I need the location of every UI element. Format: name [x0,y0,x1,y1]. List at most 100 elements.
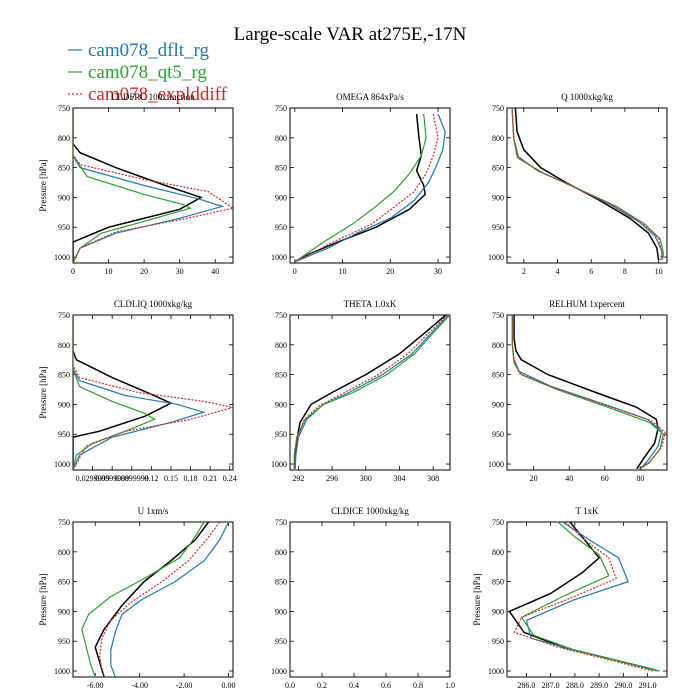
panel: Q 1000xkg/kg 750 800 850 900 950 1000 2 4 6 8 10 [488,92,668,276]
y-tick-label: 1000 [54,460,70,469]
y-tick-label: 750 [58,311,70,320]
x-tick-label: 0.00 [222,681,236,690]
y-tick-label: 1000 [488,460,504,469]
series-line-red [513,522,653,672]
y-tick-label: 800 [275,341,287,350]
x-tick-label: 0.4 [349,681,359,690]
y-tick-label: 800 [58,548,70,557]
y-tick-label: 850 [492,164,504,173]
series-line-blue [525,522,660,672]
x-tick-label: 60 [601,474,609,483]
series-line-blue [294,113,446,263]
y-tick-label: 750 [492,518,504,527]
x-tick-label: 300 [360,474,372,483]
y-tick-label: 900 [275,400,287,409]
panel-title: CLDFRC 100xfraction [111,92,195,102]
panel-title: U 1xm/s [138,506,169,516]
x-tick-label: 304 [393,474,405,483]
y-axis-label: Pressure [hPa] [38,366,48,418]
y-tick-label: 1000 [488,253,504,262]
y-tick-label: 950 [275,637,287,646]
x-tick-label: -4.00 [131,681,148,690]
x-tick-label: 0.21 [203,474,217,483]
plot-frame [506,521,668,678]
y-tick-label: 750 [275,311,287,320]
series-line-black [513,315,659,470]
x-tick-label: 10 [105,267,113,276]
panel-title: CLDLIQ 1000xkg/kg [114,299,193,309]
panel-title: OMEGA 864xPa/s [336,92,404,102]
x-tick-label: 20 [140,267,148,276]
x-tick-label: 308 [427,474,439,483]
x-tick-label: 0.0599999 [95,474,129,483]
y-tick-label: 800 [58,341,70,350]
series-line-black [294,315,447,469]
panel-title: Q 1000xkg/kg [561,92,613,102]
y-tick-label: 950 [492,637,504,646]
x-tick-label: 290.0 [614,681,632,690]
x-tick-label: 0.0899999 [115,474,149,483]
y-tick-label: 750 [58,104,70,113]
x-tick-label: 1.0 [445,681,455,690]
x-tick-label: 0.8 [413,681,423,690]
y-tick-label: 1000 [488,667,504,676]
y-tick-label: 950 [58,223,70,232]
x-tick-label: 30 [434,267,442,276]
y-tick-label: 850 [58,164,70,173]
x-tick-label: 2 [522,267,526,276]
y-tick-label: 800 [492,134,504,143]
y-tick-label: 950 [275,223,287,232]
y-tick-label: 950 [492,430,504,439]
plot-frame [72,314,234,471]
series-line-blue [110,522,230,677]
x-tick-label: 287.0 [542,681,560,690]
y-tick-label: 1000 [54,667,70,676]
plot-frame [72,107,234,264]
panel: THETA 1.0xK 750 800 850 900 950 1000 292 296 300 3… [271,299,451,483]
figure-title: Large-scale VAR at275E,-17N [234,24,467,45]
y-tick-label: 800 [58,134,70,143]
plot-frame [72,521,234,678]
y-tick-label: 1000 [271,253,287,262]
y-tick-label: 850 [492,371,504,380]
y-axis-label: Pressure [hPa] [472,573,482,625]
series-line-red [73,108,233,263]
y-tick-label: 750 [492,104,504,113]
panel: CLDLIQ 1000xkg/kg 750 800 850 900 950 1000 0.02… [38,299,237,483]
series-line-red [99,522,221,677]
panel-title: T 1xK [575,506,599,516]
x-tick-label: 40 [211,267,219,276]
x-tick-label: 286.0 [517,681,535,690]
panel-grid: CLDFRC 100xfraction 750 800 850 900 950 1000 0 1… [38,92,668,690]
y-tick-label: 750 [275,518,287,527]
x-tick-label: 0.2 [317,681,327,690]
series-line-green [511,108,665,261]
y-tick-label: 850 [275,578,287,587]
y-tick-label: 1000 [271,667,287,676]
legend-label: cam078_explddiff [88,84,228,105]
y-tick-label: 900 [492,400,504,409]
series-line-green [81,522,205,677]
y-tick-label: 800 [492,548,504,557]
y-tick-label: 900 [275,193,287,202]
series-line-black [294,113,427,263]
x-tick-label: 0 [71,267,75,276]
x-tick-label: -6.00 [87,681,104,690]
panel: CLDICE 1000xkg/kg 750 800 850 900 950 1000 0.0 0… [271,506,455,690]
y-tick-label: 750 [58,518,70,527]
y-tick-label: 800 [275,134,287,143]
series-line-red [293,315,448,469]
y-tick-label: 850 [492,578,504,587]
series-line-blue [511,315,663,470]
y-tick-label: 950 [492,223,504,232]
x-tick-label: 292 [292,474,304,483]
panel-title: THETA 1.0xK [344,299,397,309]
series-line-black [508,522,656,671]
series-line-green [73,315,156,470]
x-tick-label: 0.0 [285,681,295,690]
y-tick-label: 800 [492,341,504,350]
y-tick-label: 800 [275,548,287,557]
series-line-blue [73,315,206,470]
series-line-blue [294,315,449,469]
plot-frame [289,107,451,264]
